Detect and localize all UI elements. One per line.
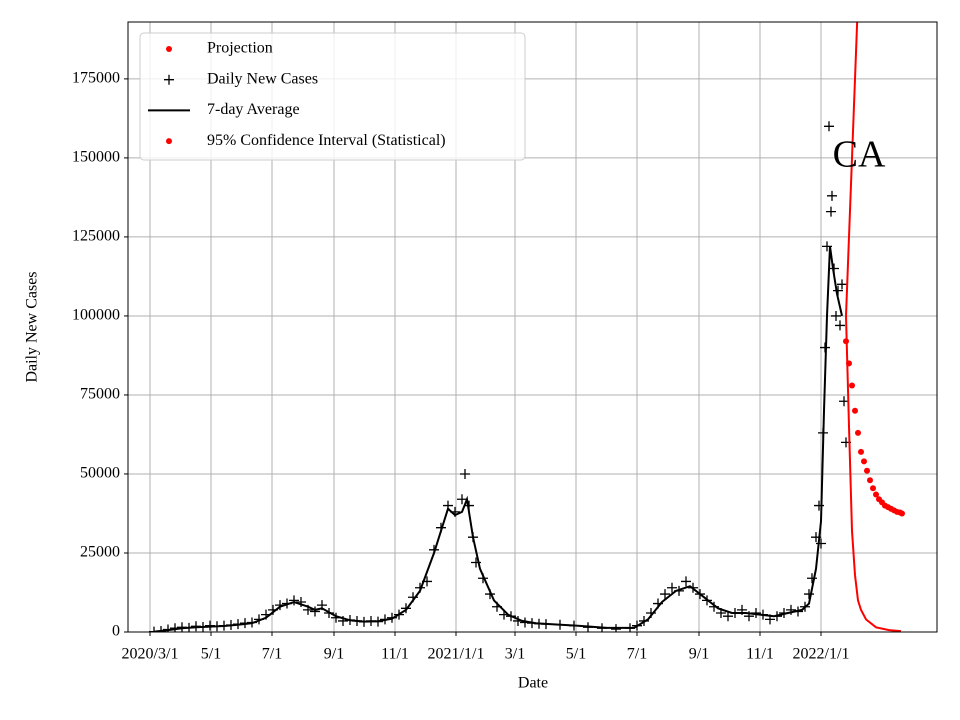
- point: [837, 279, 847, 290]
- point: [457, 494, 467, 505]
- point: [289, 595, 299, 606]
- annotation: CA: [833, 134, 886, 176]
- point: [807, 573, 817, 584]
- plot-area: [149, 22, 905, 632]
- series-line: [845, 315, 902, 632]
- x-tick-label: 9/1: [324, 646, 344, 663]
- x-tick-label: 11/1: [746, 646, 774, 663]
- series-line-upper: [845, 22, 859, 316]
- point: [858, 448, 864, 455]
- x-tick-label: 5/1: [201, 646, 221, 663]
- y-tick-label: 75000: [80, 386, 120, 403]
- legend: Projection Daily New Cases 7-day Average 95…: [139, 32, 526, 161]
- y-axis-label: Daily New Cases: [24, 271, 41, 382]
- legend-label: Projection: [207, 40, 273, 57]
- y-tick-label: 50000: [80, 465, 120, 482]
- ticks: 0 25000 50000 75000 100000 125000 150000 175000…: [72, 70, 849, 663]
- point: [861, 458, 867, 465]
- x-tick-label: 5/1: [566, 646, 586, 663]
- legend-box: [139, 32, 526, 161]
- x-tick-label: 7/1: [627, 646, 647, 663]
- x-axis-label: Date: [518, 675, 548, 692]
- y-tick-label: 25000: [80, 544, 120, 561]
- point: [849, 382, 855, 389]
- axes-frame: [127, 21, 938, 633]
- legend-marker: [166, 138, 172, 145]
- legend-label: 7-day Average: [207, 101, 300, 118]
- y-tick-label: 125000: [72, 228, 120, 245]
- point: [852, 407, 858, 414]
- y-tick-label: 100000: [72, 307, 120, 324]
- point: [870, 485, 876, 492]
- point: [867, 477, 873, 484]
- point: [826, 206, 836, 217]
- series-line: [153, 246, 843, 632]
- x-tick-label: 11/1: [381, 646, 409, 663]
- point: [824, 121, 834, 132]
- point: [460, 468, 470, 479]
- legend-marker: [164, 74, 174, 85]
- x-tick-label: 2020/3/1: [122, 646, 179, 663]
- point: [667, 582, 677, 593]
- point: [681, 576, 691, 587]
- x-tick-label: 9/1: [689, 646, 709, 663]
- legend-label: Daily New Cases: [207, 70, 318, 87]
- point: [310, 606, 320, 617]
- point: [835, 320, 845, 331]
- point: [660, 589, 670, 600]
- x-tick-label: 7/1: [262, 646, 282, 663]
- point: [899, 510, 905, 517]
- point: [855, 429, 861, 436]
- point: [723, 611, 733, 622]
- legend-label: 95% Confidence Interval (Statistical): [207, 132, 446, 149]
- x-tick-label: 3/1: [505, 646, 525, 663]
- point: [804, 589, 814, 600]
- point: [831, 310, 841, 321]
- point: [827, 190, 837, 201]
- point: [864, 467, 870, 474]
- y-tick-label: 0: [112, 623, 120, 640]
- x-tick-label: 2022/1/1: [793, 646, 850, 663]
- point: [873, 491, 879, 498]
- point: [611, 624, 621, 632]
- legend-marker: [166, 46, 172, 52]
- y-tick-label: 175000: [72, 70, 120, 87]
- y-tick-label: 150000: [72, 149, 120, 166]
- x-tick-label: 2021/1/1: [428, 646, 485, 663]
